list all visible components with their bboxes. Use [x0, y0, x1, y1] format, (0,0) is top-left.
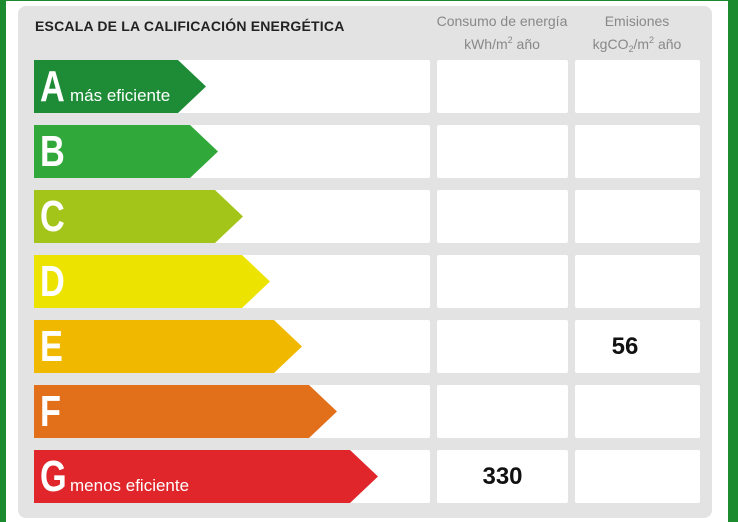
rating-arrow-c: C: [34, 190, 243, 243]
rating-arrow-e: E: [34, 320, 302, 373]
rating-arrow-shape: [34, 255, 270, 308]
emissions-cell: [575, 60, 700, 113]
emissions-cell: [575, 450, 700, 503]
rating-row-e: E 56: [34, 320, 700, 373]
rating-row-c: C: [34, 190, 700, 243]
rating-arrow-shape: [34, 385, 337, 438]
rating-letter: F: [40, 387, 61, 436]
rating-letter: E: [40, 322, 63, 371]
consumption-cell: [437, 385, 568, 438]
scale-title: ESCALA DE LA CALIFICACIÓN ENERGÉTICA: [35, 18, 345, 34]
rating-letter: C: [40, 192, 65, 241]
emissions-cell: [575, 255, 700, 308]
consumption-cell: [437, 125, 568, 178]
rating-arrow-shape: [34, 320, 302, 373]
rating-arrow-shape: [34, 60, 206, 113]
rating-description: más eficiente: [70, 86, 171, 105]
emissions-header-label: Emisiones: [604, 13, 670, 29]
rating-letter: A: [40, 62, 65, 111]
rating-arrow-b: B: [34, 125, 218, 178]
rating-row-f: F: [34, 385, 700, 438]
rating-letter: B: [40, 127, 65, 176]
consumption-header-label: Consumo de energía: [436, 13, 568, 29]
rating-description: menos eficiente: [70, 476, 190, 495]
rating-row-b: B: [34, 125, 700, 178]
rating-arrow-f: F: [34, 385, 337, 438]
consumption-header-unit: kWh/m2 año: [464, 35, 540, 52]
consumption-cell: [437, 450, 568, 503]
consumption-cell: [437, 320, 568, 373]
consumption-cell: [437, 60, 568, 113]
emissions-column-header: Emisiones kgCO2/m2 año: [574, 12, 700, 59]
emissions-value: 56: [611, 333, 639, 360]
emissions-cell: [575, 320, 700, 373]
rating-arrow-shape: [34, 450, 378, 503]
rating-letter: G: [40, 452, 67, 501]
rating-arrow-shape: [34, 190, 243, 243]
consumption-cell: [437, 255, 568, 308]
consumption-cell: [437, 190, 568, 243]
rating-arrow-d: D: [34, 255, 270, 308]
emissions-header-unit: kgCO2/m2 año: [592, 35, 682, 54]
rating-letter: D: [40, 257, 65, 306]
consumption-column-header: Consumo de energía kWh/m2 año: [436, 12, 568, 54]
consumption-value: 330: [482, 463, 523, 490]
emissions-cell: [575, 125, 700, 178]
rating-arrow-shape: [34, 125, 218, 178]
rating-row-d: D: [34, 255, 700, 308]
emissions-cell: [575, 385, 700, 438]
emissions-cell: [575, 190, 700, 243]
